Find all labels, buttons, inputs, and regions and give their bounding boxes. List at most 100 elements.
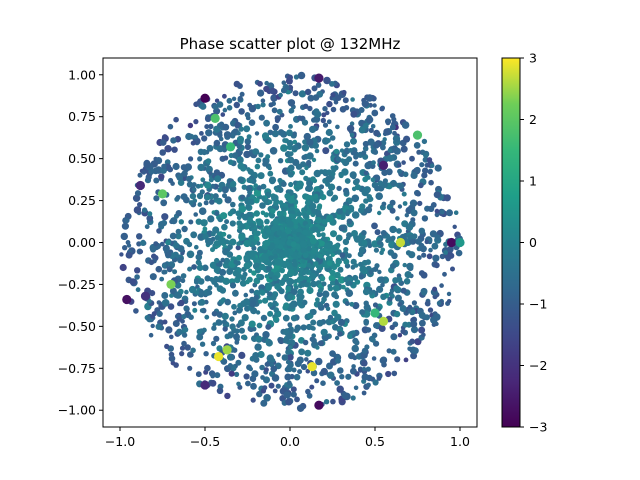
scatter-point bbox=[164, 250, 172, 258]
scatter-point bbox=[329, 280, 336, 286]
scatter-point bbox=[257, 89, 265, 97]
scatter-point bbox=[205, 129, 213, 137]
scatter-point bbox=[350, 110, 358, 118]
scatter-point bbox=[195, 183, 201, 189]
scatter-point bbox=[132, 194, 141, 202]
scatter-point bbox=[290, 214, 297, 220]
scatter-point bbox=[367, 138, 375, 146]
scatter-point bbox=[329, 269, 336, 276]
scatter-point bbox=[284, 193, 291, 200]
scatter-point bbox=[339, 374, 345, 380]
scatter-point bbox=[179, 351, 185, 357]
scatter-point bbox=[201, 149, 208, 156]
scatter-point bbox=[280, 181, 287, 188]
scatter-point bbox=[186, 241, 193, 248]
scatter-point bbox=[166, 266, 173, 273]
scatter-point bbox=[390, 333, 398, 341]
scatter-point-highlight bbox=[378, 316, 389, 326]
scatter-point bbox=[260, 102, 266, 108]
scatter-point bbox=[421, 172, 428, 179]
scatter-point bbox=[427, 307, 434, 313]
scatter-point bbox=[164, 343, 170, 349]
scatter-point bbox=[409, 199, 418, 207]
scatter-point bbox=[415, 238, 422, 245]
scatter-point bbox=[180, 273, 187, 279]
scatter-point bbox=[327, 371, 335, 379]
scatter-point bbox=[335, 259, 342, 265]
scatter-point bbox=[418, 326, 426, 334]
scatter-point bbox=[234, 328, 240, 334]
scatter-point bbox=[249, 301, 256, 308]
scatter-point bbox=[201, 135, 208, 142]
scatter-point bbox=[178, 219, 184, 225]
y-tick-label: 0.00 bbox=[68, 235, 96, 250]
scatter-point bbox=[145, 174, 152, 181]
scatter-point bbox=[379, 106, 385, 112]
scatter-point bbox=[371, 160, 376, 166]
scatter-point bbox=[267, 170, 274, 177]
scatter-point bbox=[361, 360, 368, 367]
scatter-point bbox=[266, 265, 273, 272]
scatter-point bbox=[262, 161, 268, 167]
scatter-point bbox=[343, 247, 349, 253]
scatter-point bbox=[221, 223, 228, 231]
scatter-point bbox=[376, 240, 383, 246]
scatter-point bbox=[446, 245, 454, 253]
scatter-point bbox=[190, 231, 198, 239]
scatter-point bbox=[173, 362, 179, 368]
scatter-point bbox=[336, 185, 342, 192]
scatter-point bbox=[334, 335, 340, 341]
scatter-point bbox=[410, 326, 419, 334]
scatter-point bbox=[253, 189, 261, 197]
scatter-point bbox=[308, 202, 317, 210]
scatter-point bbox=[280, 216, 287, 222]
scatter-point bbox=[221, 186, 229, 194]
scatter-point bbox=[257, 80, 263, 87]
scatter-point bbox=[283, 249, 290, 256]
scatter-point bbox=[413, 142, 421, 149]
scatter-point bbox=[261, 132, 270, 140]
scatter-point bbox=[380, 230, 387, 236]
scatter-point bbox=[237, 95, 243, 102]
scatter-point bbox=[400, 328, 406, 335]
scatter-point bbox=[349, 121, 355, 126]
scatter-point bbox=[231, 303, 237, 310]
scatter-point bbox=[258, 114, 265, 121]
scatter-point bbox=[303, 132, 311, 141]
scatter-point bbox=[290, 315, 298, 322]
scatter-point bbox=[362, 288, 370, 296]
scatter-point bbox=[227, 353, 235, 361]
scatter-point bbox=[452, 224, 457, 229]
scatter-point bbox=[361, 373, 369, 381]
scatter-point bbox=[259, 263, 266, 271]
scatter-point bbox=[169, 334, 174, 340]
scatter-point bbox=[361, 100, 369, 108]
scatter-point bbox=[234, 340, 240, 345]
scatter-point-highlight bbox=[455, 237, 465, 248]
colorbar-tick-label: 1 bbox=[529, 174, 537, 189]
scatter-point bbox=[187, 351, 194, 358]
scatter-point bbox=[334, 313, 342, 321]
scatter-point bbox=[213, 139, 221, 147]
scatter-point bbox=[330, 92, 336, 98]
scatter-point bbox=[168, 177, 174, 184]
scatter-point bbox=[414, 166, 421, 174]
scatter-point bbox=[260, 195, 266, 201]
scatter-point bbox=[273, 316, 279, 323]
scatter-point bbox=[400, 287, 407, 294]
scatter-point bbox=[311, 85, 318, 92]
scatter-point bbox=[315, 216, 322, 224]
scatter-point bbox=[268, 212, 276, 219]
scatter-point bbox=[268, 102, 274, 108]
scatter-point bbox=[344, 301, 350, 306]
scatter-point bbox=[365, 116, 374, 124]
scatter-point bbox=[259, 289, 266, 296]
scatter-point bbox=[416, 149, 422, 155]
scatter-point bbox=[219, 268, 227, 276]
scatter-point bbox=[205, 165, 213, 174]
scatter-point bbox=[227, 363, 233, 368]
scatter-point bbox=[320, 328, 328, 336]
scatter-point bbox=[183, 305, 189, 311]
scatter-point bbox=[243, 125, 251, 133]
scatter-point bbox=[330, 244, 338, 252]
